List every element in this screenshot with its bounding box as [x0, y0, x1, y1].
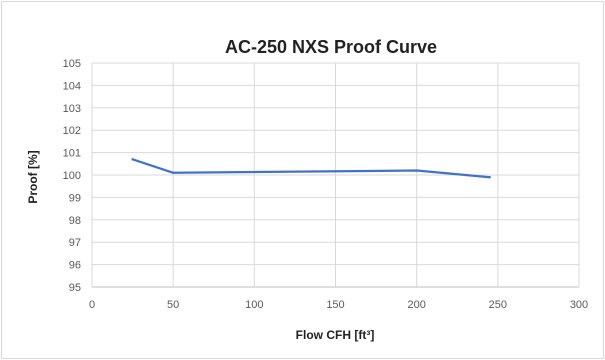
- y-tick-label-96: 96: [69, 260, 81, 272]
- series-layer: [131, 158, 491, 179]
- x-tick-label-0: 0: [89, 299, 95, 311]
- y-tick-label-105: 105: [63, 58, 81, 70]
- series-line-0: [131, 158, 491, 179]
- x-axis-ticks: 0 50 100 150 200 250 300: [89, 299, 588, 311]
- y-tick-label-102: 102: [63, 125, 81, 137]
- data-point-0-0: [131, 158, 134, 161]
- x-axis-title: Flow CFH [ft³]: [296, 328, 375, 342]
- y-tick-label-98: 98: [69, 215, 81, 227]
- data-point-0-3: [488, 176, 491, 179]
- y-axis-ticks: 95 96 97 98 99 100 101 102 103 104 105: [63, 58, 81, 294]
- y-tick-label-103: 103: [63, 103, 81, 115]
- chart-title: AC-250 NXS Proof Curve: [225, 37, 437, 57]
- y-tick-label-100: 100: [63, 170, 81, 182]
- x-tick-label-150: 150: [326, 299, 344, 311]
- y-tick-label-95: 95: [69, 282, 81, 294]
- x-tick-label-50: 50: [167, 299, 179, 311]
- y-tick-label-104: 104: [63, 80, 81, 92]
- y-tick-label-97: 97: [69, 237, 81, 249]
- x-tick-label-250: 250: [489, 299, 507, 311]
- y-axis-title: Proof [%]: [26, 150, 40, 203]
- y-tick-label-99: 99: [69, 192, 81, 204]
- gridlines: [91, 62, 580, 288]
- x-tick-label-100: 100: [245, 299, 263, 311]
- y-tick-label-101: 101: [63, 148, 81, 160]
- x-tick-label-200: 200: [407, 299, 425, 311]
- data-point-0-2: [415, 169, 418, 172]
- x-tick-label-300: 300: [570, 299, 588, 311]
- data-point-0-1: [172, 171, 175, 174]
